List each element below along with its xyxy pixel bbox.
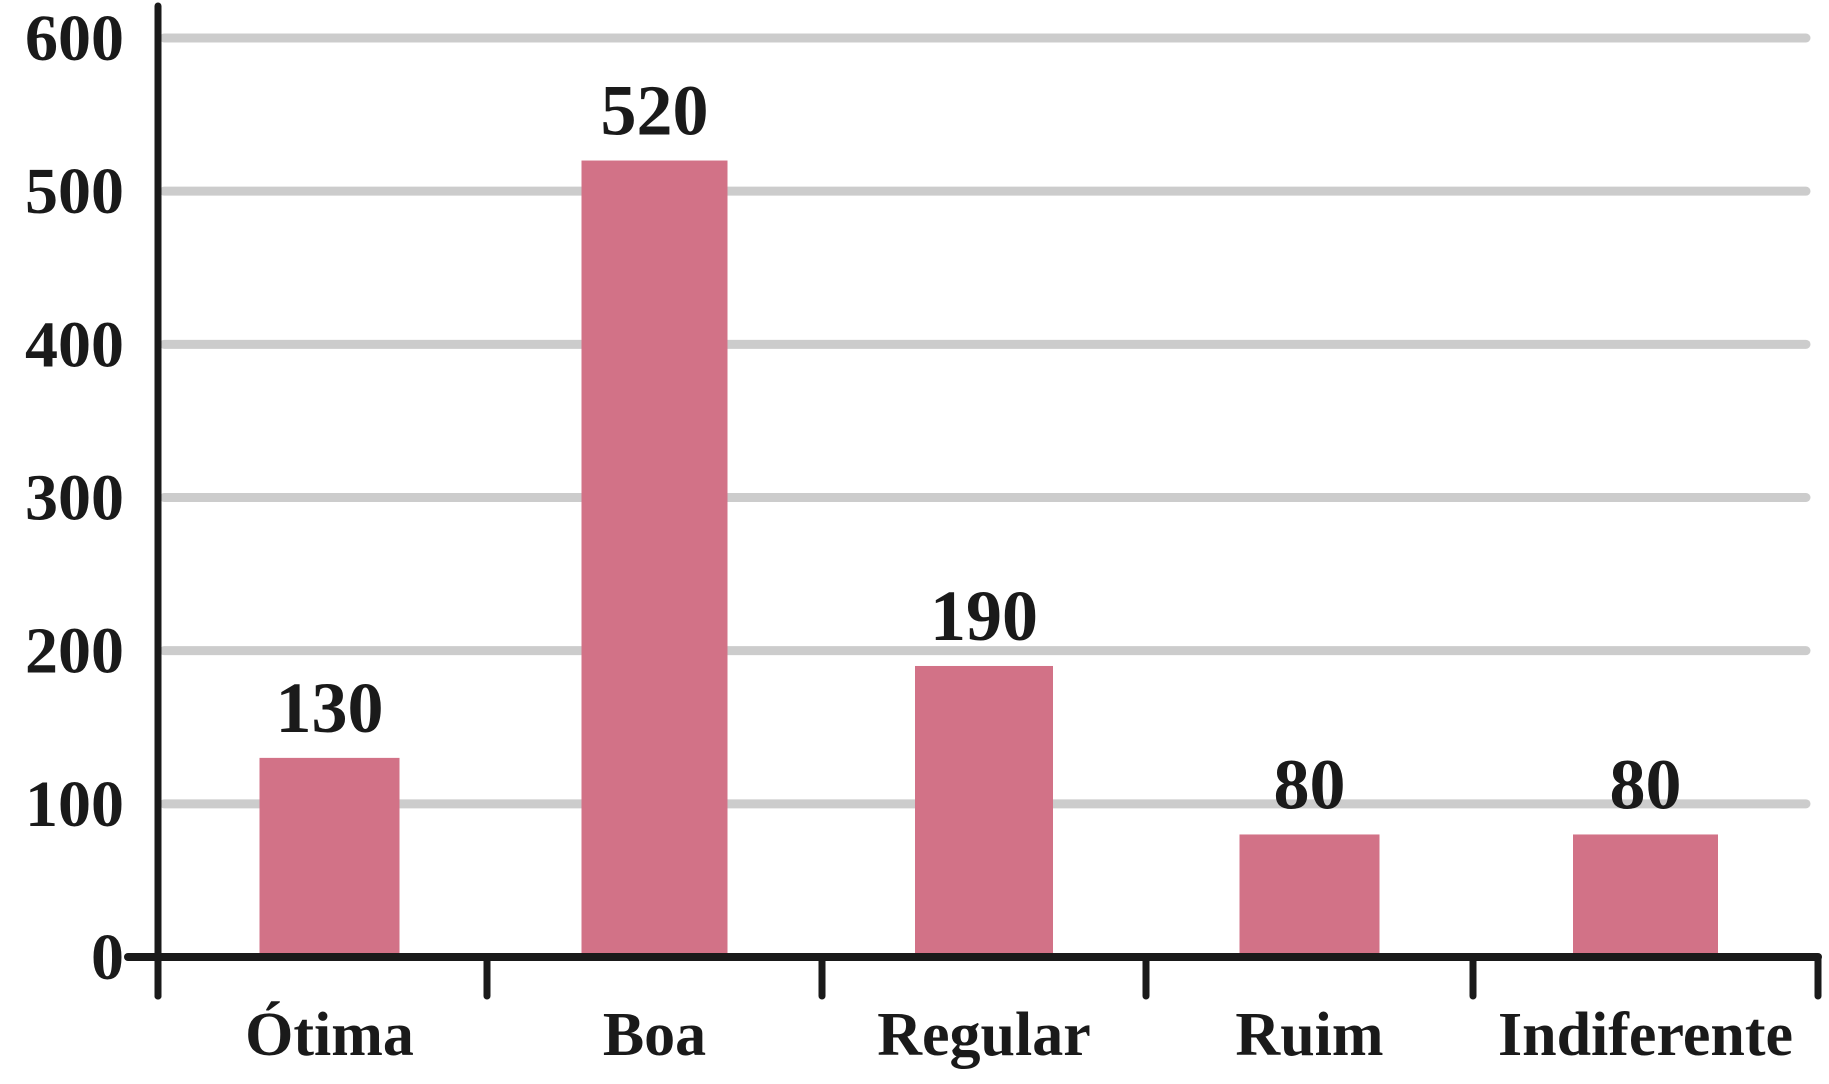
x-tick-label: Regular: [877, 1001, 1091, 1069]
data-label: 190: [930, 576, 1038, 656]
y-tick-label: 100: [25, 768, 124, 841]
bar: [915, 665, 1053, 957]
y-tick-label: 400: [25, 308, 124, 381]
axes: [124, 2, 1822, 1000]
y-tick-label: 600: [25, 2, 124, 75]
bar: [581, 160, 728, 958]
data-label: 80: [1610, 744, 1682, 824]
x-tick-label: Ótima: [245, 1001, 414, 1069]
bar: [1573, 834, 1718, 957]
bar: [1239, 834, 1380, 957]
data-label: 80: [1274, 744, 1346, 824]
data-label: 520: [601, 71, 709, 151]
bars: [259, 160, 1718, 958]
data-label: 130: [276, 668, 384, 748]
x-tick-label: Ruim: [1235, 1001, 1383, 1069]
y-tick-label: 300: [25, 462, 124, 535]
x-tick-label: Boa: [603, 1001, 706, 1069]
y-tick-label: 200: [25, 615, 124, 688]
y-tick-label: 0: [91, 921, 124, 994]
labels: 0 100 200 300 400 500 600 130 Ótima 520 Boa 190 Regu…: [25, 2, 1793, 1069]
x-tick-label: Indiferente: [1498, 1001, 1793, 1069]
gridlines: [159, 33, 1811, 809]
bar: [259, 757, 400, 957]
y-tick-label: 500: [25, 155, 124, 228]
